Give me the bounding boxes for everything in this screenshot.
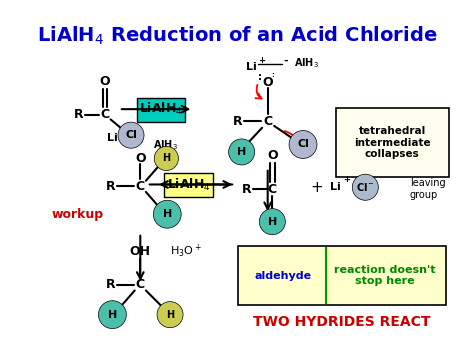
Text: H: H xyxy=(237,147,246,157)
Circle shape xyxy=(157,302,183,328)
FancyBboxPatch shape xyxy=(137,98,185,122)
Text: C: C xyxy=(268,182,277,196)
Text: O: O xyxy=(135,152,146,165)
Text: AlH$_3$: AlH$_3$ xyxy=(153,138,178,152)
Text: LiAlH$_4$: LiAlH$_4$ xyxy=(167,176,210,192)
Text: R: R xyxy=(233,115,243,128)
Circle shape xyxy=(99,301,127,329)
Text: Cl: Cl xyxy=(297,140,309,149)
Text: O: O xyxy=(263,76,273,89)
Text: AlH$_3$: AlH$_3$ xyxy=(294,57,319,71)
Text: -: - xyxy=(283,56,288,66)
Text: OH: OH xyxy=(130,245,151,258)
Text: Li: Li xyxy=(246,62,256,72)
Text: TWO HYDRIDES REACT: TWO HYDRIDES REACT xyxy=(253,315,431,329)
Circle shape xyxy=(289,131,317,158)
FancyBboxPatch shape xyxy=(336,108,449,177)
FancyBboxPatch shape xyxy=(238,246,446,305)
Text: reaction doesn't
stop here: reaction doesn't stop here xyxy=(334,265,436,286)
Circle shape xyxy=(352,174,378,200)
Text: aldehyde: aldehyde xyxy=(254,271,311,280)
Text: tetrahedral
intermediate
collapses: tetrahedral intermediate collapses xyxy=(354,126,430,159)
Text: C: C xyxy=(263,115,272,128)
Circle shape xyxy=(259,209,285,235)
Text: :: : xyxy=(258,72,262,82)
Text: H: H xyxy=(163,209,172,219)
Text: leaving
group: leaving group xyxy=(410,178,446,200)
Text: C: C xyxy=(100,108,109,121)
Circle shape xyxy=(228,139,255,165)
Text: H$_3$O$^+$: H$_3$O$^+$ xyxy=(170,243,202,260)
Text: Li: Li xyxy=(107,133,118,143)
Text: C: C xyxy=(136,180,145,193)
Text: R: R xyxy=(74,108,84,121)
Text: C: C xyxy=(136,278,145,291)
Text: :: : xyxy=(271,72,273,78)
Text: +: + xyxy=(120,126,127,135)
Text: H: H xyxy=(268,217,277,226)
Text: Cl$^-$: Cl$^-$ xyxy=(356,181,375,193)
Text: Cl: Cl xyxy=(125,130,137,140)
Text: +: + xyxy=(258,56,264,65)
Circle shape xyxy=(118,122,144,148)
Text: O: O xyxy=(100,75,110,88)
Circle shape xyxy=(154,146,178,170)
Text: O: O xyxy=(267,149,278,162)
Text: +: + xyxy=(310,180,323,195)
Text: workup: workup xyxy=(52,208,104,221)
Text: +: + xyxy=(343,175,350,184)
Text: R: R xyxy=(106,180,115,193)
Text: H: H xyxy=(162,153,170,163)
Text: LiAlH$_4$: LiAlH$_4$ xyxy=(139,101,182,117)
Text: H: H xyxy=(166,310,174,320)
Text: R: R xyxy=(106,278,115,291)
Text: H: H xyxy=(108,310,117,320)
Text: R: R xyxy=(241,182,251,196)
Text: Li: Li xyxy=(330,182,341,192)
FancyBboxPatch shape xyxy=(164,173,213,197)
Circle shape xyxy=(153,200,181,228)
Text: LiAlH$_4$ Reduction of an Acid Chloride: LiAlH$_4$ Reduction of an Acid Chloride xyxy=(36,24,438,47)
